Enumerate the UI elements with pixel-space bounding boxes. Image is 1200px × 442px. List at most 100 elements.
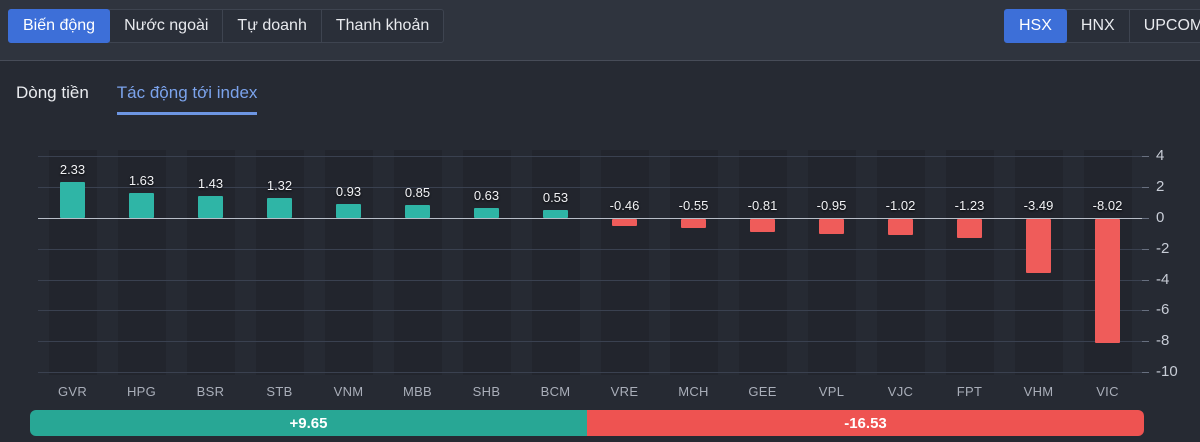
column-band bbox=[117, 150, 166, 375]
bar-value-label: -1.02 bbox=[885, 198, 916, 213]
y-axis-tick bbox=[1142, 341, 1149, 343]
gridline bbox=[38, 372, 1142, 373]
bar-value-label: -1.23 bbox=[954, 198, 985, 213]
tab-nước-ngoài[interactable]: Nước ngoài bbox=[109, 9, 224, 43]
bar-value-label: 0.85 bbox=[404, 184, 431, 200]
x-axis-label-BSR: BSR bbox=[196, 384, 225, 399]
x-axis-label-MBB: MBB bbox=[402, 384, 433, 399]
exchange-tab-upcom[interactable]: UPCOM bbox=[1128, 9, 1200, 43]
column-band bbox=[255, 150, 304, 375]
total-positive-value: +9.65 bbox=[289, 414, 328, 432]
bar-GVR[interactable] bbox=[60, 182, 85, 218]
total-negative-segment: -16.53 bbox=[587, 410, 1144, 436]
bar-VIC[interactable] bbox=[1095, 219, 1120, 343]
bar-VNM[interactable] bbox=[336, 203, 361, 218]
y-axis-label: -10 bbox=[1156, 363, 1178, 380]
total-positive-segment: +9.65 bbox=[30, 410, 587, 436]
exchange-tabs: HSX HNX UPCOM bbox=[1004, 9, 1200, 43]
gridline bbox=[38, 187, 1142, 189]
column-band bbox=[807, 150, 856, 375]
column-band bbox=[669, 150, 718, 375]
x-axis-label-HPG: HPG bbox=[126, 384, 157, 399]
column-band bbox=[324, 150, 373, 375]
bar-FPT[interactable] bbox=[957, 219, 982, 238]
x-axis-label-GEE: GEE bbox=[748, 384, 777, 399]
bar-GEE[interactable] bbox=[750, 219, 775, 232]
y-axis-label: 4 bbox=[1156, 147, 1165, 165]
y-axis-label: -6 bbox=[1156, 301, 1170, 319]
y-axis-label: 2 bbox=[1156, 178, 1165, 196]
column-band bbox=[600, 150, 649, 375]
bar-BSR[interactable] bbox=[198, 196, 223, 218]
x-axis-label-VPL: VPL bbox=[818, 384, 845, 399]
x-axis-label-VNM: VNM bbox=[333, 384, 364, 399]
x-axis-label-VIC: VIC bbox=[1096, 384, 1119, 399]
y-axis-tick bbox=[1142, 248, 1149, 250]
bar-HPG[interactable] bbox=[129, 192, 154, 218]
x-axis-label-VJC: VJC bbox=[887, 384, 914, 399]
gridline bbox=[38, 279, 1142, 281]
x-axis-label-BCM: BCM bbox=[540, 384, 571, 399]
tab-biến-động[interactable]: Biến động bbox=[8, 9, 111, 43]
x-axis-label-STB: STB bbox=[266, 384, 293, 399]
bar-VHM[interactable] bbox=[1026, 219, 1051, 273]
tab-thanh-khoản[interactable]: Thanh khoản bbox=[320, 9, 445, 43]
x-axis-label-VHM: VHM bbox=[1023, 384, 1054, 399]
x-axis-label-MCH: MCH bbox=[678, 384, 709, 399]
x-axis-label-FPT: FPT bbox=[956, 384, 983, 399]
bar-MCH[interactable] bbox=[681, 219, 706, 228]
bar-VJC[interactable] bbox=[888, 219, 913, 235]
exchange-tab-hsx[interactable]: HSX bbox=[1004, 9, 1067, 43]
y-axis-tick bbox=[1142, 310, 1149, 312]
bar-STB[interactable] bbox=[267, 197, 292, 218]
gridline bbox=[38, 310, 1142, 312]
view-tabs: Biến động Nước ngoài Tự doanh Thanh khoản bbox=[8, 9, 445, 43]
toolbar-divider bbox=[0, 60, 1200, 61]
bar-value-label: 1.63 bbox=[128, 172, 155, 188]
tab-tự-doanh[interactable]: Tự doanh bbox=[222, 9, 322, 43]
bar-VRE[interactable] bbox=[612, 219, 637, 227]
y-axis-tick bbox=[1142, 372, 1149, 373]
column-band bbox=[393, 150, 442, 375]
total-negative-value: -16.53 bbox=[844, 414, 887, 432]
column-band bbox=[738, 150, 787, 375]
bar-value-label: -8.02 bbox=[1092, 198, 1123, 213]
y-axis-label: 0 bbox=[1156, 209, 1165, 226]
y-axis-label: -2 bbox=[1156, 239, 1170, 257]
bar-value-label: 1.32 bbox=[266, 177, 293, 193]
bar-value-label: 0.93 bbox=[335, 183, 362, 199]
bar-BCM[interactable] bbox=[543, 209, 568, 218]
exchange-tab-hnx[interactable]: HNX bbox=[1065, 9, 1130, 43]
bar-SHB[interactable] bbox=[474, 208, 499, 218]
bar-value-label: 2.33 bbox=[59, 162, 86, 178]
bar-MBB[interactable] bbox=[405, 204, 430, 218]
column-band bbox=[876, 150, 925, 375]
gridline bbox=[38, 156, 1142, 158]
column-band bbox=[462, 150, 511, 375]
column-band bbox=[945, 150, 994, 375]
bar-value-label: 0.63 bbox=[473, 188, 500, 204]
x-axis-label-GVR: GVR bbox=[57, 384, 88, 399]
bar-value-label: -0.95 bbox=[816, 198, 847, 213]
sub-tab-dòng-tiền[interactable]: Dòng tiền bbox=[16, 83, 89, 102]
bar-value-label: -0.46 bbox=[609, 198, 640, 213]
y-axis-tick bbox=[1142, 279, 1149, 281]
y-axis-tick bbox=[1142, 218, 1149, 219]
bar-value-label: 1.43 bbox=[197, 176, 224, 191]
advance-decline-totals-bar: +9.65 -16.53 bbox=[30, 410, 1144, 436]
y-axis-label: -4 bbox=[1156, 270, 1170, 288]
gridline bbox=[38, 248, 1142, 250]
bar-value-label: -0.55 bbox=[678, 198, 709, 213]
bar-value-label: -0.81 bbox=[747, 198, 778, 213]
y-axis-tick bbox=[1142, 187, 1149, 189]
bar-value-label: 0.53 bbox=[542, 189, 569, 205]
x-axis-label-VRE: VRE bbox=[610, 384, 639, 399]
y-axis-label: -8 bbox=[1156, 332, 1170, 350]
gridline bbox=[38, 341, 1142, 343]
column-band bbox=[531, 150, 580, 375]
bar-VPL[interactable] bbox=[819, 219, 844, 234]
chart-mode-tabs: Dòng tiền Tác động tới index bbox=[16, 82, 258, 115]
sub-tab-tác-động-tới-index[interactable]: Tác động tới index bbox=[116, 82, 258, 115]
